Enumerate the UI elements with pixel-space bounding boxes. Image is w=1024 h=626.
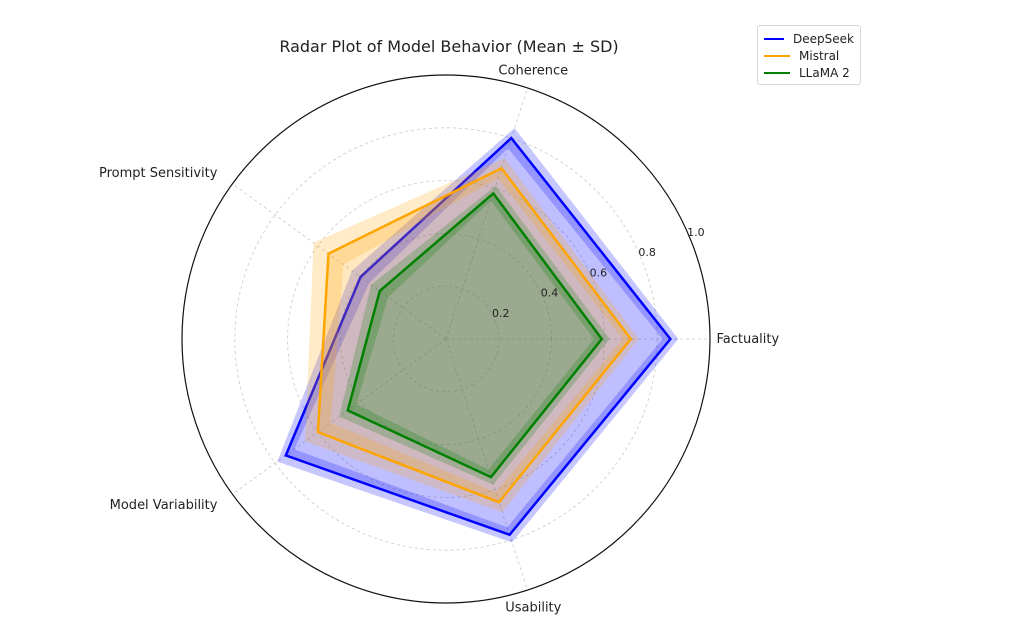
axis-spoke — [445, 87, 528, 340]
series-mistral — [305, 158, 639, 513]
mean-polygon — [284, 136, 673, 537]
r-tick-label: 0.2 — [492, 307, 510, 320]
legend-swatch — [764, 54, 790, 57]
axis-label: Factuality — [716, 332, 779, 347]
legend-label: Mistral — [799, 48, 840, 63]
axis-spoke — [232, 338, 447, 495]
legend-item: Mistral — [764, 47, 854, 64]
axis-label: Usability — [505, 601, 561, 616]
legend-label: LLaMA 2 — [799, 65, 850, 80]
legend-swatch — [764, 71, 790, 74]
outer-circle — [181, 74, 711, 604]
series-llama-2 — [339, 185, 610, 485]
chart-title: Radar Plot of Model Behavior (Mean ± SD) — [279, 37, 618, 56]
legend-item: DeepSeek — [764, 30, 854, 47]
axis-spoke — [445, 338, 528, 591]
axis-label: Prompt Sensitivity — [99, 166, 218, 181]
r-tick-label: 0.6 — [590, 266, 608, 279]
series-deepseek — [277, 128, 679, 543]
legend-item: LLaMA 2 — [764, 64, 854, 81]
r-tick-label: 0.8 — [638, 246, 656, 259]
grid-ring — [392, 285, 500, 393]
legend-label: DeepSeek — [793, 31, 854, 46]
r-tick-label: 0.4 — [541, 287, 559, 300]
r-tick-label: 1.0 — [687, 226, 705, 239]
sd-band — [305, 158, 639, 513]
grid-ring — [339, 232, 552, 445]
legend-swatch — [764, 37, 785, 40]
legend: DeepSeek Mistral LLaMA 2 — [757, 25, 861, 85]
sd-band — [277, 128, 679, 543]
axis-label: Model Variability — [110, 498, 218, 513]
mean-polygon — [346, 191, 604, 479]
axis-label: Coherence — [498, 63, 568, 78]
axis-spoke — [232, 183, 447, 340]
mean-polygon — [316, 166, 633, 504]
